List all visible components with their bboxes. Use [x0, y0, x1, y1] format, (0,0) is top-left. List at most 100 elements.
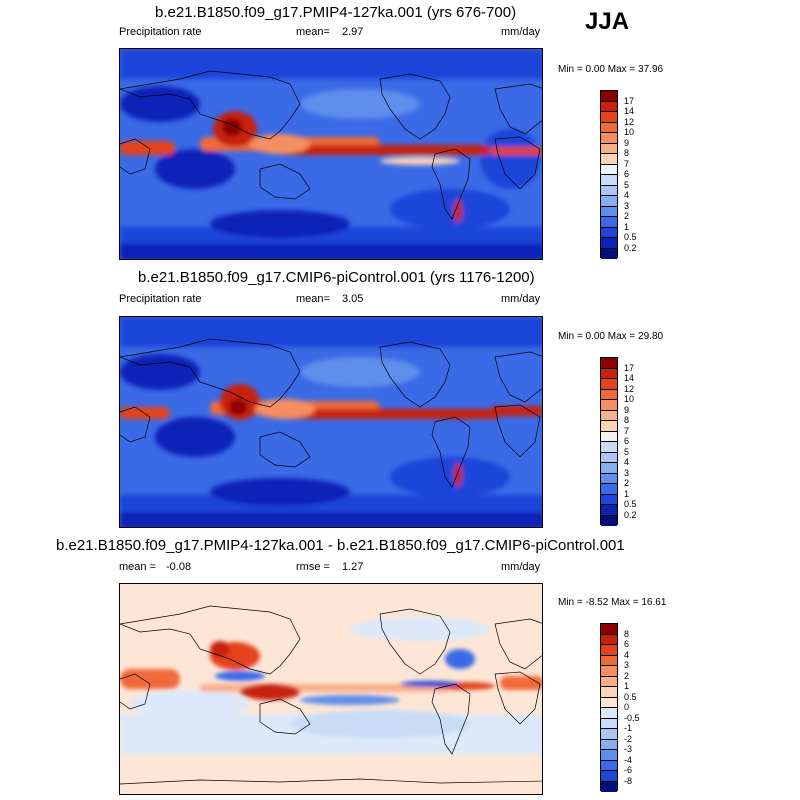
- panel-1-variable: Precipitation rate: [119, 26, 202, 38]
- season-label: JJA: [585, 8, 630, 35]
- colorbar-segment: [601, 379, 617, 390]
- colorbar-tick-label: 2: [624, 670, 630, 681]
- colorbar-segment: [601, 484, 617, 495]
- colorbar-tick-label: 8: [624, 415, 630, 425]
- colorbar-segment: [601, 400, 617, 411]
- colorbar-segment: [601, 389, 617, 400]
- colorbar-tick-label: 1: [624, 681, 630, 691]
- colorbar-segment: [601, 112, 617, 123]
- colorbar-segment: [601, 164, 617, 175]
- colorbar-tick-label: -1: [624, 723, 633, 733]
- colorbar-segment: [601, 645, 617, 656]
- panel-3-colorbar: [600, 623, 618, 792]
- colorbar-tick-label: -6: [624, 765, 633, 775]
- colorbar-tick-label: 6: [624, 169, 630, 179]
- colorbar-tick-label: 3: [624, 467, 630, 478]
- colorbar-segment: [601, 122, 617, 133]
- colorbar-segment: [601, 718, 617, 729]
- colorbar-tick-label: 2: [624, 478, 630, 488]
- panel-3-mean-label: mean =: [119, 561, 156, 573]
- colorbar-segment: [601, 133, 617, 144]
- colorbar-tick-label: 5: [624, 179, 630, 190]
- panel-3-rmse-label: rmse =: [296, 561, 330, 573]
- colorbar-tick-label: 14: [624, 106, 635, 116]
- colorbar-segment: [601, 760, 617, 771]
- colorbar-tick-label: 8: [624, 628, 630, 639]
- colorbar-segment: [601, 452, 617, 463]
- colorbar-tick-label: 9: [624, 137, 630, 148]
- colorbar-segment: [601, 655, 617, 666]
- panel-1-title: b.e21.B1850.f09_g17.PMIP4-127ka.001 (yrs…: [155, 4, 517, 21]
- panel-3-minmax: Min = -8.52 Max = 16.61: [558, 597, 667, 608]
- panel-3-units: mm/day: [501, 561, 541, 573]
- colorbar-tick-label: 2: [624, 211, 630, 221]
- colorbar-segment: [601, 666, 617, 677]
- colorbar-segment: [601, 771, 617, 782]
- colorbar-tick-label: 1: [624, 221, 630, 232]
- colorbar-segment: [601, 676, 617, 687]
- colorbar-tick-label: -8: [624, 775, 633, 786]
- panel-1-precip-map: [119, 48, 543, 260]
- panel-2-colorbar: [600, 357, 618, 526]
- colorbar-segment: [601, 143, 617, 154]
- colorbar-segment: [601, 781, 617, 792]
- panel-1-mean-label: mean=: [296, 26, 330, 38]
- colorbar-tick-label: 0.5: [624, 499, 637, 509]
- panel-2-mean-value: 3.05: [342, 293, 364, 305]
- colorbar-segment: [601, 248, 617, 259]
- panel-1-mean-value: 2.97: [342, 26, 364, 38]
- colorbar-segment: [601, 421, 617, 432]
- colorbar-tick-label: 4: [624, 190, 630, 200]
- colorbar-tick-label: -0.5: [624, 712, 640, 723]
- colorbar-tick-label: 6: [624, 436, 630, 446]
- colorbar-tick-label: 0.5: [624, 232, 637, 242]
- colorbar-tick-label: 4: [624, 649, 630, 660]
- colorbar-tick-label: 0.2: [624, 509, 637, 520]
- panel-1-units: mm/day: [501, 26, 541, 38]
- colorbar-tick-label: 12: [624, 116, 635, 127]
- colorbar-segment: [601, 206, 617, 217]
- colorbar-tick-label: 6: [624, 639, 630, 649]
- colorbar-segment: [601, 368, 617, 379]
- colorbar-segment: [601, 729, 617, 740]
- panel-2-minmax: Min = 0.00 Max = 29.80: [558, 331, 664, 342]
- colorbar-segment: [601, 708, 617, 719]
- colorbar-tick-label: 0.2: [624, 242, 637, 253]
- panel-3-mean-value: -0.08: [166, 561, 192, 573]
- colorbar-segment: [601, 410, 617, 421]
- colorbar-tick-label: 14: [624, 373, 635, 383]
- colorbar-tick-label: 0: [624, 702, 630, 712]
- colorbar-segment: [601, 515, 617, 526]
- panel-2-mean-label: mean=: [296, 293, 330, 305]
- panel-3-difference-map: [119, 583, 543, 795]
- colorbar-segment: [601, 473, 617, 484]
- colorbar-segment: [601, 175, 617, 186]
- panel-3-title: b.e21.B1850.f09_g17.PMIP4-127ka.001 - b.…: [56, 537, 625, 554]
- colorbar-tick-label: 5: [624, 446, 630, 457]
- panel-2-precip-map: [119, 316, 543, 528]
- colorbar-segment: [601, 154, 617, 165]
- colorbar-segment: [601, 442, 617, 453]
- colorbar-segment: [601, 101, 617, 112]
- colorbar-segment: [601, 358, 617, 369]
- colorbar-segment: [601, 687, 617, 698]
- colorbar-segment: [601, 185, 617, 196]
- colorbar-tick-label: 3: [624, 200, 630, 211]
- colorbar-segment: [601, 196, 617, 207]
- colorbar-segment: [601, 634, 617, 645]
- colorbar-segment: [601, 697, 617, 708]
- colorbar-segment: [601, 624, 617, 635]
- colorbar-tick-label: 4: [624, 457, 630, 467]
- colorbar-tick-label: 0.5: [624, 691, 637, 702]
- colorbar-tick-label: 10: [624, 394, 635, 404]
- colorbar-tick-label: 7: [624, 158, 630, 169]
- colorbar-segment: [601, 463, 617, 474]
- colorbar-tick-label: 17: [624, 95, 635, 106]
- colorbar-tick-label: 10: [624, 127, 635, 137]
- colorbar-segment: [601, 238, 617, 249]
- colorbar-tick-label: -3: [624, 744, 633, 754]
- colorbar-segment: [601, 227, 617, 238]
- colorbar-tick-label: 8: [624, 148, 630, 158]
- colorbar-tick-label: 12: [624, 383, 635, 394]
- panel-1-minmax: Min = 0.00 Max = 37.96: [558, 64, 664, 75]
